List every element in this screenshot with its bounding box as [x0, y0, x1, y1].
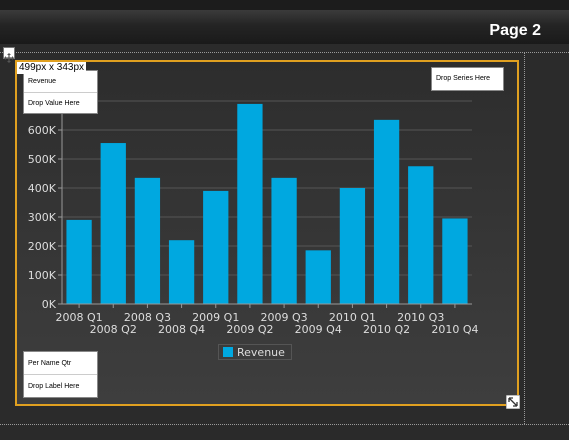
x-tick-label-2009-q2: 2009 Q2: [226, 323, 273, 336]
bar-2009-q2[interactable]: [237, 103, 263, 305]
x-tick-label-2010-q4: 2010 Q4: [431, 323, 478, 336]
bar-2010-q4[interactable]: [442, 218, 468, 304]
bar-2009-q4[interactable]: [305, 250, 331, 304]
bar-2009-q1[interactable]: [203, 190, 229, 304]
y-tick-label-4: 400K: [28, 182, 57, 195]
values-field-revenue[interactable]: Revenue: [24, 71, 97, 93]
bar-2010-q1[interactable]: [339, 188, 366, 304]
bar-2008-q3[interactable]: [134, 177, 161, 304]
bottom-strip: [0, 425, 569, 440]
size-indicator: 499px x 343px: [17, 62, 87, 74]
values-drop-zone[interactable]: Revenue Drop Value Here: [23, 70, 98, 114]
chart-frame[interactable]: [15, 60, 519, 406]
bar-2008-q2[interactable]: [100, 143, 126, 304]
page-body-boundary-bottom: [0, 424, 569, 425]
y-tick-label-2: 200K: [28, 240, 57, 253]
bar-2010-q3[interactable]: [408, 166, 434, 304]
x-tick-label-2010-q1: 2010 Q1: [329, 311, 376, 324]
x-tick-label-2009-q4: 2009 Q4: [295, 323, 342, 336]
chart-bars: [66, 103, 468, 305]
labels-drop-zone[interactable]: Per Name Qtr Drop Label Here: [23, 351, 98, 398]
y-tick-label-6: 600K: [28, 124, 57, 137]
y-tick-label-0: 0K: [42, 298, 57, 311]
x-tick-label-2008-q2: 2008 Q2: [90, 323, 137, 336]
y-tick-label-1: 100K: [28, 269, 57, 282]
x-tick-label-2009-q1: 2009 Q1: [192, 311, 239, 324]
x-tick-label-2009-q3: 2009 Q3: [261, 311, 308, 324]
bar-2008-q4[interactable]: [168, 240, 195, 304]
page-title: Page 2: [489, 22, 541, 39]
y-tick-label-5: 500K: [28, 153, 57, 166]
series-drop-zone[interactable]: Drop Series Here: [431, 67, 504, 91]
top-strip: [0, 0, 569, 10]
legend-swatch-revenue: [223, 347, 233, 357]
page-header: Page 2: [0, 10, 569, 44]
move-handle-icon[interactable]: [3, 47, 15, 63]
chart-legend: Revenue: [218, 344, 292, 360]
bar-2008-q1[interactable]: [66, 219, 92, 304]
page-body-boundary-right: [524, 52, 525, 424]
chart-gridlines: [62, 100, 472, 276]
x-tick-label-2008-q3: 2008 Q3: [124, 311, 171, 324]
x-tick-label-2010-q3: 2010 Q3: [397, 311, 444, 324]
bar-2010-q2[interactable]: [373, 119, 400, 304]
legend-label-revenue: Revenue: [237, 345, 285, 359]
bar-2009-q3[interactable]: [271, 177, 297, 304]
x-tick-label-2010-q2: 2010 Q2: [363, 323, 410, 336]
resize-handle-icon[interactable]: [505, 394, 521, 410]
drop-value-placeholder: Drop Value Here: [28, 100, 80, 107]
x-tick-label-2008-q4: 2008 Q4: [158, 323, 205, 336]
x-tick-label-2008-q1: 2008 Q1: [56, 311, 103, 324]
labels-field-per-name-qtr[interactable]: Per Name Qtr: [24, 352, 97, 375]
y-tick-label-3: 300K: [28, 211, 57, 224]
page-body-boundary-top: [0, 52, 569, 53]
drop-label-placeholder: Drop Label Here: [28, 383, 80, 390]
